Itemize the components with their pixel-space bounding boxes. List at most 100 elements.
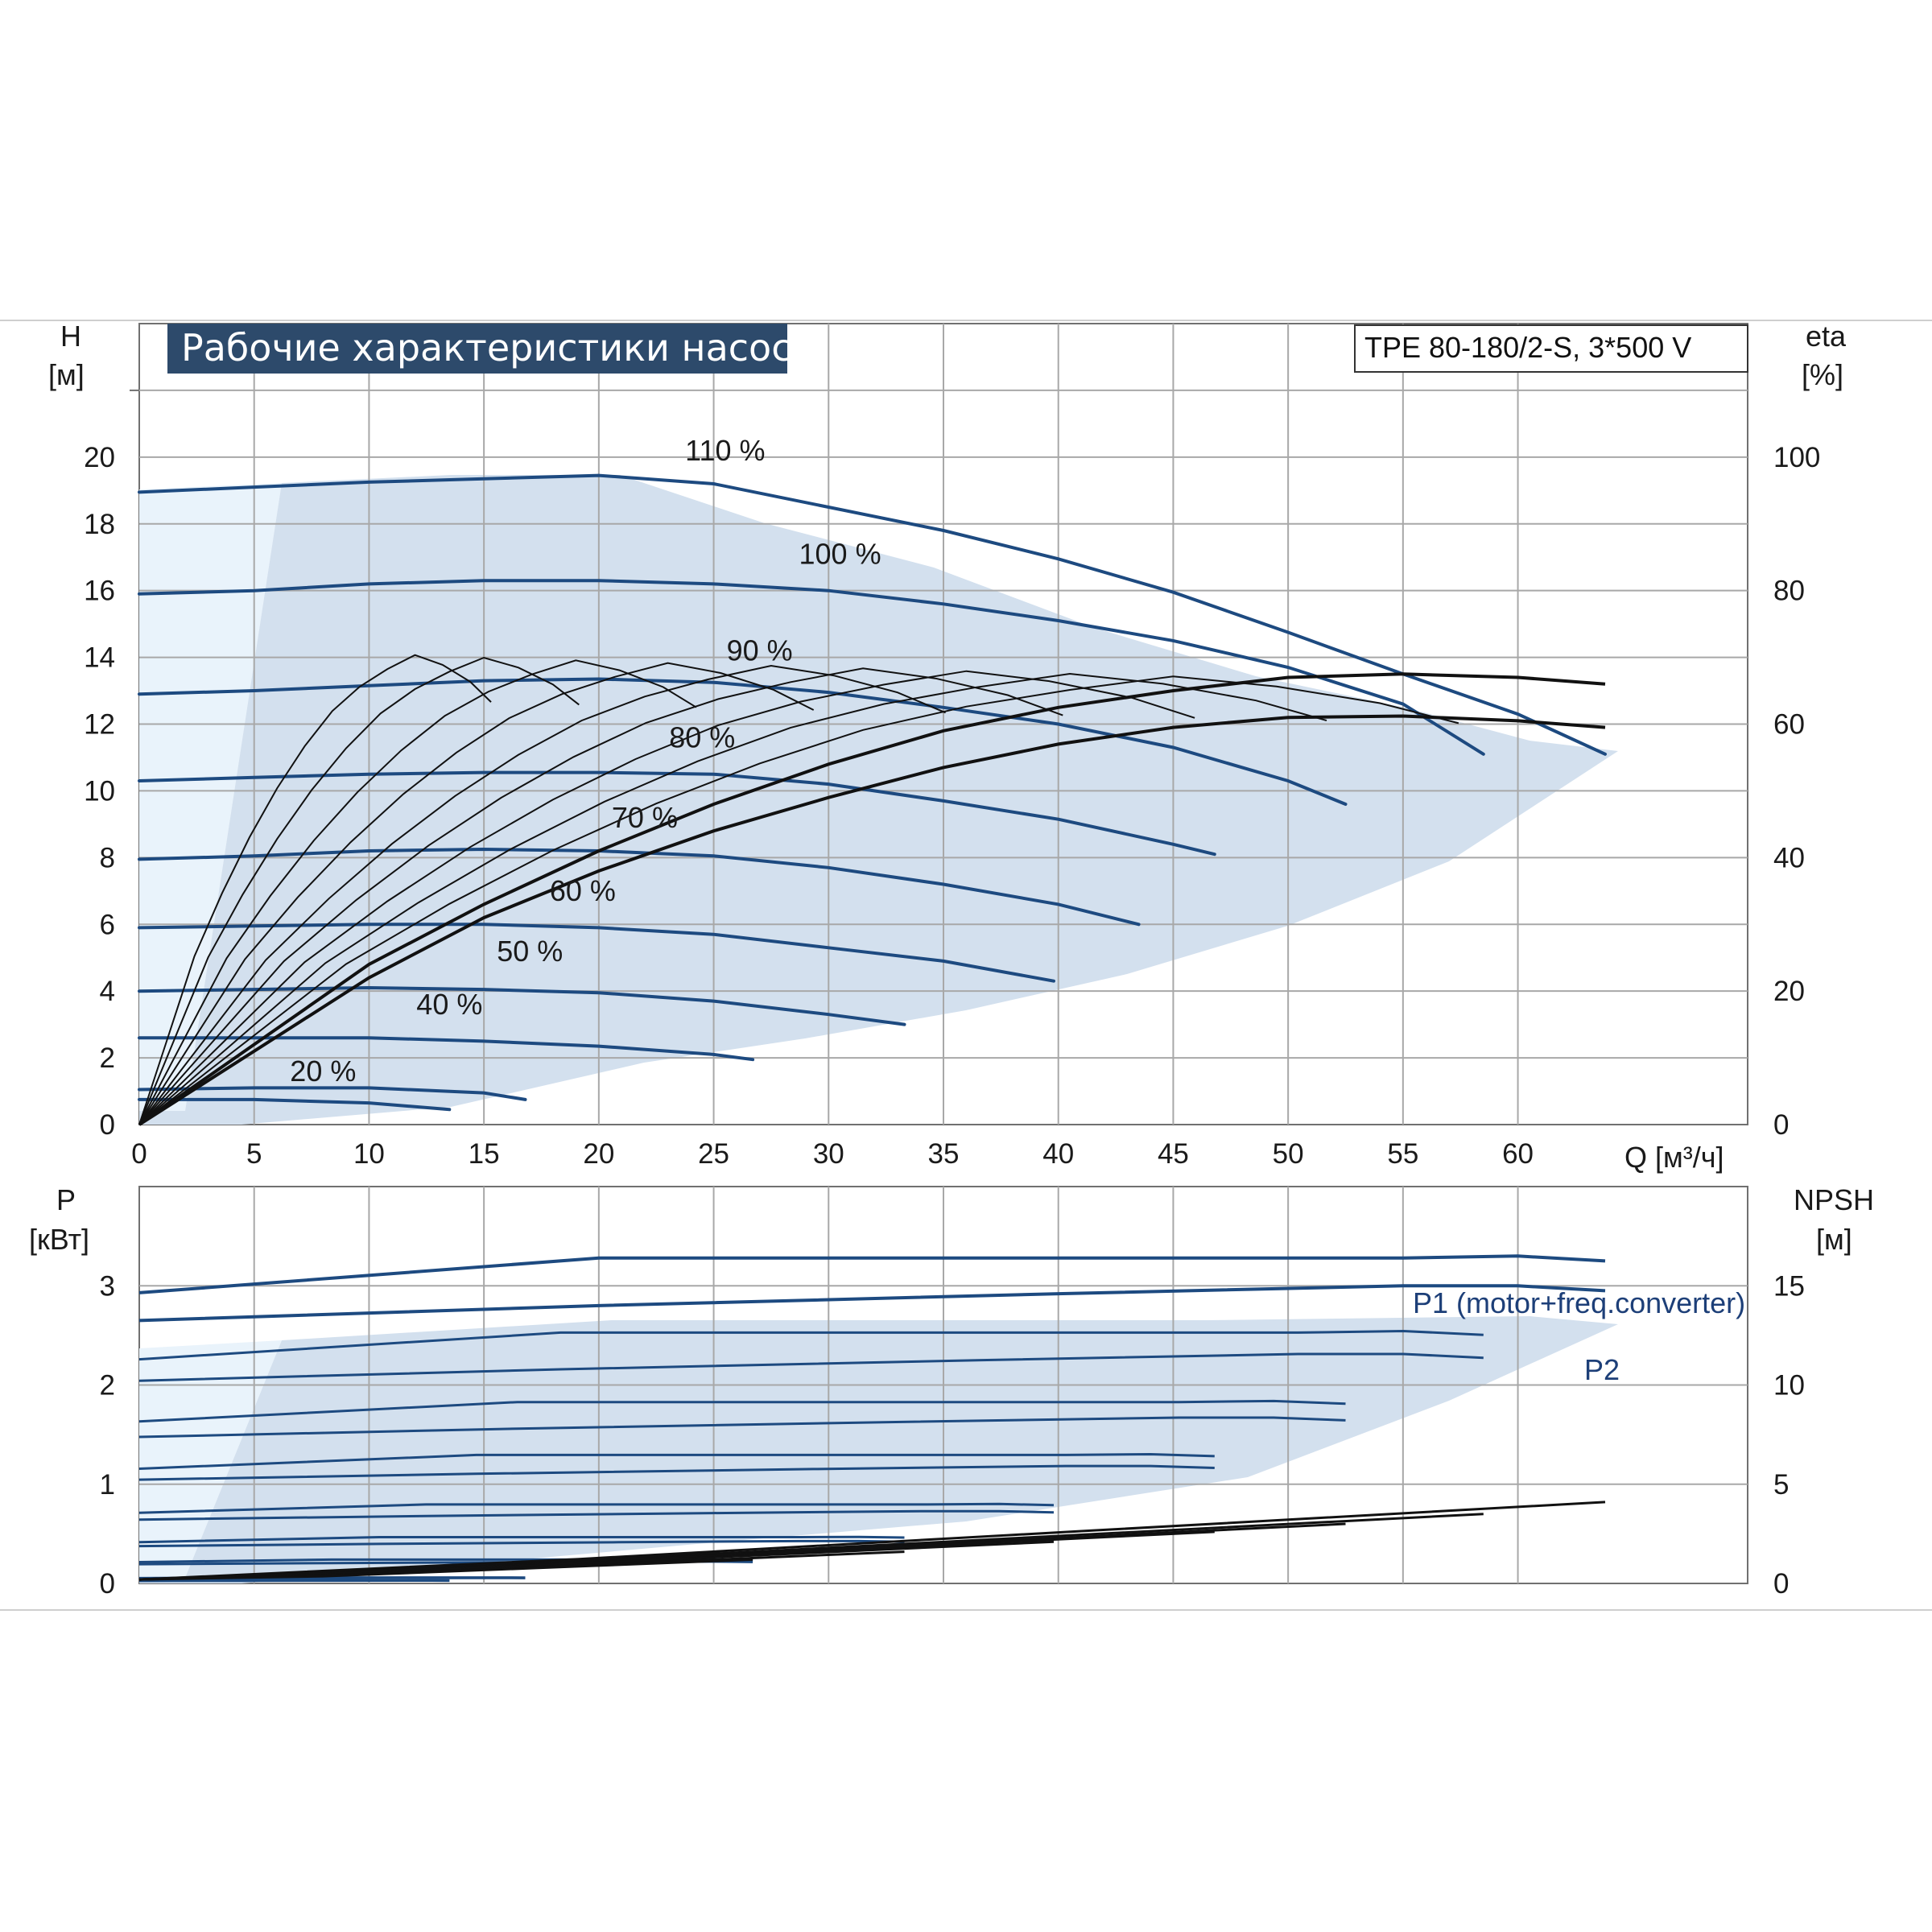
eta-curve-partial [138,672,1327,1125]
y-tick-label: 16 [84,576,115,607]
speed-label: 50 % [497,935,563,968]
npsh-tick-label: 15 [1773,1270,1805,1302]
p-tick-label: 2 [100,1370,115,1402]
speed-label: 110 % [685,434,765,467]
head-curves [138,473,1607,1112]
x-tick-label: 25 [698,1138,729,1170]
head-curve-100 [138,579,1485,756]
y-tick-label: 0 [100,1109,115,1141]
power-tick-labels: 0 1 2 3 0 5 10 15 [100,1270,1805,1600]
x-tick-label: 50 [1273,1138,1304,1170]
y2-tick-label: 40 [1773,842,1805,873]
x-tick-label: 0 [131,1138,147,1170]
head-curve-50 [138,985,906,1026]
eta-curve-1 [138,672,1606,1126]
x-tick-label: 40 [1042,1138,1074,1170]
y-tick-label: 20 [84,442,115,473]
speed-label: 60 % [550,874,616,907]
npsh-tick-label: 0 [1773,1568,1789,1600]
y2-tick-label: 0 [1773,1109,1789,1141]
x-tick-label: 60 [1502,1138,1534,1170]
x-tick-label: 15 [469,1138,500,1170]
x-tick-label: 5 [246,1138,262,1170]
power-operating-envelope [139,1316,1618,1583]
y-tick-label: 8 [100,842,115,873]
head-light-region [139,483,282,1125]
y2-tick-label: 20 [1773,976,1805,1007]
y-axis-unit: [м] [48,358,85,391]
npsh-axis-unit: [м] [1816,1223,1852,1256]
power-curve-partial [138,1329,1484,1361]
y-tick-label: 2 [100,1042,115,1074]
y-tick-label: 10 [84,775,115,807]
y-axis-label: H [60,320,81,353]
eta-curve-2 [138,714,1606,1126]
eta-curve-partial [138,656,580,1125]
speed-label: 70 % [612,801,678,834]
x-tick-label: 55 [1387,1138,1418,1170]
y2-tick-label: 100 [1773,442,1820,473]
power-curve-partial [138,1352,1484,1382]
p2-label: P2 [1584,1353,1620,1386]
x-tick-label: 45 [1158,1138,1189,1170]
power-grid [139,1187,1748,1583]
power-curve-partial [138,1464,1215,1481]
p-axis-unit: [кВт] [29,1223,89,1256]
power-curve-partial [138,1502,1055,1514]
power-curve [138,1254,1606,1294]
y2-tick-label: 80 [1773,576,1805,607]
npsh-tick-label: 10 [1773,1370,1805,1402]
head-curve-30 [138,1086,527,1101]
x-tick-label: 35 [928,1138,960,1170]
head-panel: 0 5 10 15 20 25 30 35 40 45 50 55 60 0 2 4 6 8 10 12 14 16 18 2… [48,320,1847,1174]
eta-curve-partial [138,654,492,1125]
p-tick-label: 3 [100,1270,115,1302]
speed-label: 100 % [799,538,881,571]
power-curve-partial [138,1416,1346,1439]
y2-axis-unit: [%] [1802,358,1843,391]
power-curve-partial [138,1399,1346,1423]
head-curve-80 [138,770,1216,857]
model-box [1354,324,1748,373]
head-curve-20 [138,1097,452,1112]
power-light-region [139,1340,282,1583]
chart-title: Рабочие характеристики насоса [181,326,815,369]
head-curve-60 [138,923,1055,983]
power-curve-partial [138,1509,1055,1521]
power-curve-partial [138,1452,1215,1470]
speed-label: 40 % [416,988,482,1021]
x-tick-label: 10 [353,1138,385,1170]
eta-curve-partial [138,664,946,1125]
y-tick-label: 12 [84,709,115,741]
eta-curve-partial [138,659,697,1125]
speed-label: 80 % [669,721,735,754]
p1-label: P1 (motor+freq.converter) [1413,1286,1745,1319]
x-axis-label: Q [м³/ч] [1624,1141,1724,1174]
npsh-curve [138,1558,753,1581]
p-tick-label: 0 [100,1568,115,1600]
p-axis-label: P [56,1183,76,1216]
p-tick-label: 1 [100,1469,115,1501]
y-tick-label: 6 [100,909,115,940]
y2-tick-label: 60 [1773,709,1805,741]
y2-axis-label: eta [1806,320,1847,353]
y-tick-label: 18 [84,509,115,540]
speed-label: 20 % [290,1055,356,1088]
x-tick-label: 20 [583,1138,614,1170]
npsh-axis-label: NPSH [1794,1183,1874,1216]
power-curve-partial [138,1539,905,1548]
head-operating-envelope [139,475,1618,1125]
y-tick-label: 14 [84,642,115,674]
efficiency-curves [138,654,1606,1126]
eta-curve-partial [138,667,1063,1125]
npsh-tick-label: 5 [1773,1469,1789,1501]
head-curve-110 [138,473,1607,756]
eta-curve-partial [138,675,1459,1125]
y-tick-label: 4 [100,976,115,1007]
power-curve-partial [138,1535,905,1544]
head-curve-70 [138,847,1141,927]
head-tick-labels: 0 5 10 15 20 25 30 35 40 45 50 55 60 0 2 4 6 8 10 12 14 16 18 2… [84,442,1820,1170]
eta-curve-partial [138,662,815,1125]
power-curves [138,1254,1606,1583]
